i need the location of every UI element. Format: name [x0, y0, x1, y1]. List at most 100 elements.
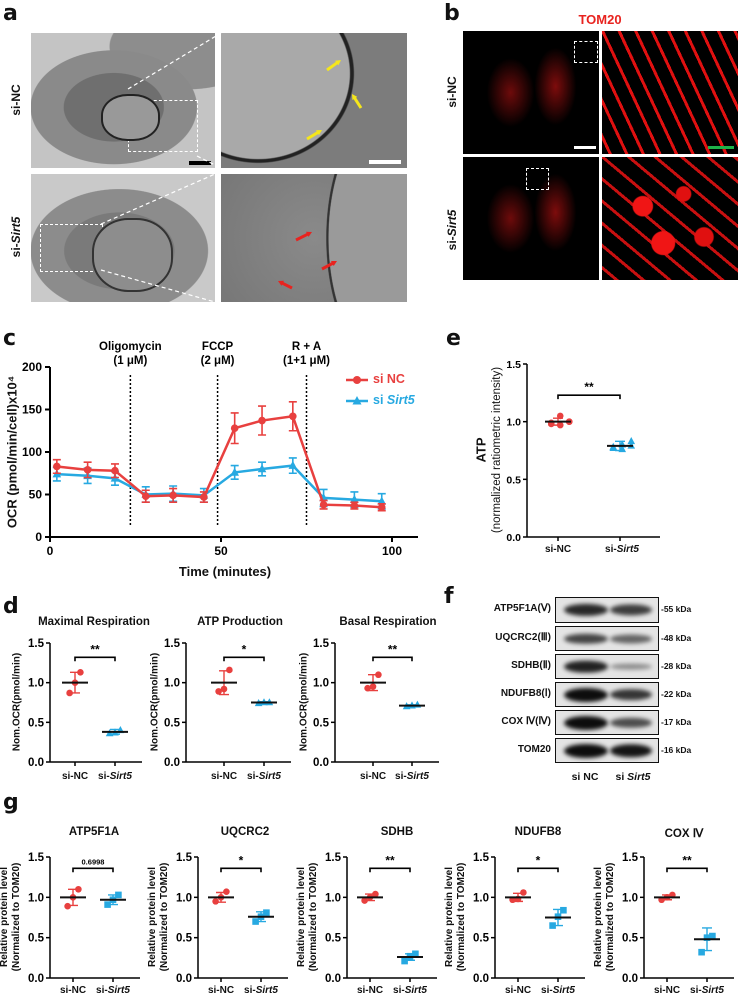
- x-label-si-sirt5: si-Sirt5: [244, 985, 278, 996]
- x-label-si-nc: si-NC: [61, 771, 89, 782]
- y-tick-label: 0.5: [325, 933, 342, 945]
- significance-label: **: [584, 380, 594, 394]
- data-point: [372, 890, 379, 898]
- y-tick-label: 50: [29, 488, 43, 502]
- dot-plot-d1: 0.0 0.5 1.0 1.5 **: [28, 638, 142, 769]
- y-tick-label: 0.0: [164, 757, 180, 769]
- band-si-nc: [564, 715, 608, 730]
- significance-label: **: [388, 642, 398, 656]
- x-tick-label: 100: [382, 544, 402, 558]
- significance-label: **: [385, 853, 395, 867]
- panel-label-a: a: [3, 1, 18, 26]
- blot-row: [555, 682, 659, 707]
- dot-plot-e: 0.0 0.5 1.0 1.5 **: [506, 359, 660, 544]
- significance-bracket: [74, 656, 116, 662]
- data-point: [401, 957, 408, 965]
- molecular-weight-label: -22 kDa: [661, 688, 692, 699]
- data-point: [361, 897, 368, 904]
- data-point: [288, 460, 298, 469]
- data-point: [549, 922, 556, 929]
- data-point: [141, 492, 150, 501]
- band-si-nc: [564, 660, 608, 673]
- legend-item-si-sirt5: si Sirt5: [345, 393, 415, 407]
- y-tick-label: 0.0: [473, 973, 489, 985]
- x-label-si-nc: si-NC: [59, 985, 87, 996]
- x-label-si-nc: si-NC: [544, 544, 572, 555]
- significance-label: *: [242, 642, 247, 656]
- data-point: [257, 464, 267, 473]
- significance-label: *: [536, 853, 541, 867]
- data-point: [377, 496, 387, 505]
- y-tick-label: 0.5: [176, 933, 193, 945]
- series-si-nc: [52, 401, 386, 512]
- red-arrow-icon: [280, 281, 293, 290]
- g-chart-title: SDHB: [380, 826, 414, 838]
- y-tick-label: 1.0: [176, 892, 192, 904]
- panel-label-e: e: [446, 326, 461, 351]
- dot-plot-g5: 0.0 0.5 1.0 1.5 **: [622, 852, 734, 985]
- y-tick-label: 1.0: [506, 417, 521, 429]
- molecular-weight-label: -28 kDa: [661, 660, 692, 671]
- panel-label-d: d: [3, 594, 19, 619]
- y-tick-label: 1.0: [28, 678, 44, 690]
- g-chart-title: NDUFB8: [514, 826, 562, 838]
- red-arrow-icon: [331, 260, 337, 267]
- yellow-arrow-icon: [306, 130, 320, 141]
- significance-label: **: [682, 853, 692, 867]
- band-si-sirt5: [610, 663, 652, 670]
- dot-plot-d3: 0.0 0.5 1.0 1.5 **: [313, 638, 439, 769]
- x-label-si-sirt5: si-Sirt5: [605, 544, 639, 555]
- dot-plot-g2: 0.0 0.5 1.0 1.5 *: [176, 852, 288, 985]
- blot-row: [555, 597, 659, 623]
- y-tick-label: 0.0: [28, 757, 44, 769]
- zoom-region-box: [526, 168, 549, 190]
- significance-label: **: [90, 642, 100, 656]
- scale-bar: [574, 146, 596, 149]
- significance-bracket: [220, 867, 262, 873]
- zoom-guide-line: [100, 173, 216, 225]
- data-point: [252, 918, 259, 925]
- y-tick-label: 1.0: [164, 678, 180, 690]
- data-point: [375, 671, 382, 679]
- yellow-arrow-icon: [335, 60, 341, 66]
- band-si-sirt5: [610, 743, 652, 758]
- y-tick-label: 1.0: [313, 678, 329, 690]
- ocr-line-chart: 0 50 100 150 200 0 50 100 Oligomycin (1 μM) FCCP (2…: [22, 341, 418, 558]
- series-line: [56, 414, 382, 509]
- y-tick-label: 0.5: [313, 717, 330, 729]
- tom20-title: TOM20: [578, 12, 622, 27]
- y-tick-label: 1.5: [176, 852, 193, 864]
- data-point: [223, 888, 230, 895]
- y-tick-label: 0.5: [473, 933, 490, 945]
- g-chart-title: UQCRC2: [220, 826, 270, 838]
- band-si-nc: [564, 743, 608, 758]
- y-tick-label: 0.0: [622, 973, 638, 985]
- significance-bracket: [369, 867, 411, 873]
- data-point: [77, 669, 84, 676]
- y-tick-label: 1.5: [506, 359, 521, 371]
- blot-row: [555, 738, 659, 763]
- data-point: [289, 412, 297, 421]
- band-si-sirt5: [610, 717, 652, 728]
- d1-title: Maximal Respiration: [38, 616, 150, 628]
- lane-label-si-sirt5: si Sirt5: [615, 771, 651, 783]
- x-label-si-nc: si-NC: [653, 985, 681, 996]
- significance-bracket: [372, 656, 413, 662]
- data-point: [111, 466, 119, 475]
- x-label-si-nc: si-NC: [210, 771, 238, 782]
- red-arrow-icon: [278, 280, 284, 286]
- zoom-guide-line: [100, 269, 216, 303]
- y-tick-label: 1.0: [325, 892, 341, 904]
- blot-row-label: TOM20: [517, 743, 551, 755]
- y-tick-label: 1.5: [473, 852, 490, 864]
- y-tick-label: 1.5: [313, 638, 330, 650]
- y-tick-label: 0.0: [313, 757, 329, 769]
- x-label-si-nc: si-NC: [207, 985, 235, 996]
- blot-row: [555, 654, 659, 679]
- y-tick-label: 0.5: [164, 717, 181, 729]
- significance-label: 0.6998: [82, 857, 105, 866]
- molecular-weight-label: -16 kDa: [661, 744, 692, 755]
- x-label-si-sirt5: si-Sirt5: [98, 771, 132, 782]
- y-tick-label: 1.0: [473, 892, 489, 904]
- significance-label: *: [239, 853, 244, 867]
